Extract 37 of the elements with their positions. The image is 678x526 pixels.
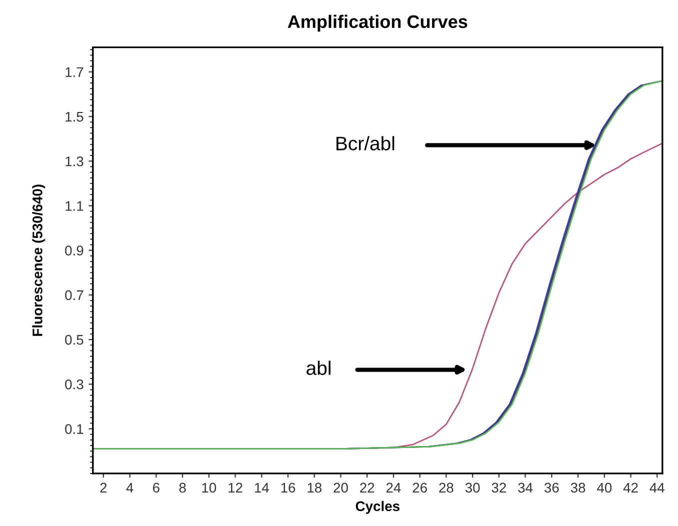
x-tick-label: 14 <box>254 482 269 492</box>
x-tick-label: 26 <box>412 482 427 493</box>
x-tick-label: 6 <box>153 482 160 493</box>
annotation: abl <box>306 360 330 375</box>
x-tick-label: 44 <box>650 482 664 492</box>
x-tick-label: 30 <box>465 482 480 493</box>
annotation: Bcr/abl <box>336 136 394 150</box>
x-tick-label: 8 <box>179 482 186 493</box>
x-tick-label: 42 <box>623 482 638 492</box>
y-tick-label: 0.1 <box>65 424 84 434</box>
x-tick-label: 18 <box>308 482 322 493</box>
y-tick-label: 0.5 <box>65 334 84 345</box>
y-axis-title: Fluorescence (530/640) <box>32 184 46 336</box>
x-tick-label: 38 <box>570 482 586 493</box>
chart-title: Amplification Curves <box>288 14 468 32</box>
x-tick-label: 28 <box>439 482 454 493</box>
x-tick-label: 2 <box>100 482 107 492</box>
x-tick-label: 24 <box>386 482 401 492</box>
x-tick-label: 12 <box>228 482 242 492</box>
line-series <box>92 80 662 450</box>
y-tick-label: 1.7 <box>66 67 84 77</box>
x-tick-label: 10 <box>202 482 216 493</box>
y-tick-label: 0.3 <box>65 380 84 390</box>
x-tick-label: 22 <box>360 482 374 492</box>
y-tick-label: 0.7 <box>65 290 84 300</box>
x-tick-label: 4 <box>126 482 134 492</box>
y-tick-label: 1.3 <box>66 156 84 166</box>
x-tick-label: 36 <box>544 482 559 493</box>
y-tick-label: 1.1 <box>66 201 84 211</box>
x-tick-label: 16 <box>281 482 296 493</box>
y-tick-label: 0.9 <box>65 246 84 256</box>
x-tick-label: 34 <box>518 482 533 493</box>
x-tick-label: 32 <box>492 482 506 493</box>
x-axis-title: Cycles <box>356 500 400 514</box>
x-tick-label: 40 <box>596 482 612 493</box>
x-tick-label: 20 <box>334 482 348 493</box>
y-tick-label: 1.5 <box>66 112 84 122</box>
